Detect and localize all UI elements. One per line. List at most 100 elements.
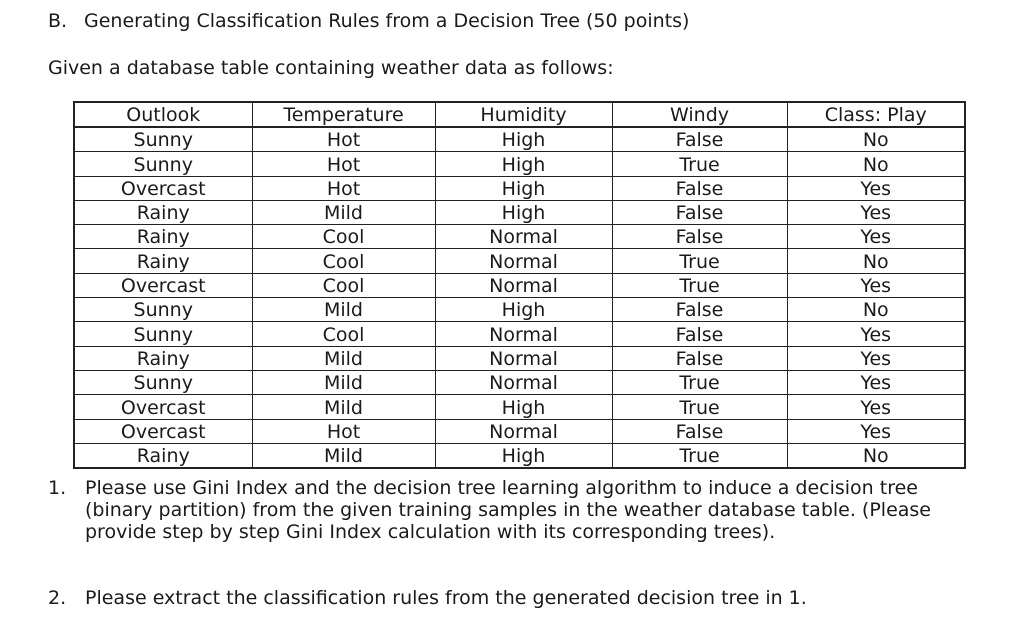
- table-header-row: Outlook Temperature Humidity Windy Class…: [73, 101, 966, 128]
- cell-humidity: High: [434, 126, 613, 153]
- cell-humidity: High: [434, 394, 613, 420]
- table-row: Rainy Mild High True No: [73, 442, 966, 469]
- cell-humidity: High: [434, 297, 613, 323]
- section-number: B.: [48, 10, 68, 32]
- table-row: Sunny Hot High True No: [73, 151, 966, 177]
- cell-humidity: Normal: [434, 418, 613, 444]
- cell-outlook: Rainy: [73, 224, 253, 250]
- cell-class-play: Yes: [786, 224, 966, 250]
- cell-windy: True: [611, 272, 788, 299]
- cell-class-play: No: [786, 151, 966, 177]
- cell-class-play: No: [786, 126, 966, 153]
- cell-outlook: Sunny: [73, 151, 253, 177]
- cell-class-play: Yes: [786, 418, 966, 444]
- cell-outlook: Rainy: [73, 345, 253, 371]
- intro-text: Given a database table containing weathe…: [48, 57, 614, 79]
- cell-class-play: Yes: [786, 175, 966, 201]
- cell-class-play: No: [786, 248, 966, 274]
- table-row: Overcast Hot High False Yes: [73, 175, 966, 201]
- cell-windy: False: [611, 345, 788, 371]
- cell-temperature: Mild: [251, 345, 436, 371]
- cell-temperature: Mild: [251, 199, 436, 226]
- table-row: Rainy Cool Normal True No: [73, 248, 966, 274]
- cell-outlook: Overcast: [73, 175, 253, 201]
- table-row: Overcast Mild High True Yes: [73, 394, 966, 420]
- cell-windy: False: [611, 321, 788, 347]
- column-header-humidity: Humidity: [434, 101, 613, 128]
- cell-windy: True: [611, 442, 788, 469]
- table-row: Sunny Cool Normal False Yes: [73, 321, 966, 347]
- cell-humidity: High: [434, 199, 613, 226]
- cell-outlook: Sunny: [73, 126, 253, 153]
- cell-temperature: Mild: [251, 297, 436, 323]
- cell-outlook: Rainy: [73, 199, 253, 226]
- cell-humidity: Normal: [434, 369, 613, 396]
- cell-outlook: Sunny: [73, 297, 253, 323]
- weather-table: Outlook Temperature Humidity Windy Class…: [73, 101, 966, 470]
- cell-windy: False: [611, 126, 788, 153]
- cell-temperature: Mild: [251, 442, 436, 469]
- cell-windy: False: [611, 175, 788, 201]
- column-header-windy: Windy: [611, 101, 788, 128]
- cell-windy: True: [611, 369, 788, 396]
- table-row: Rainy Mild Normal False Yes: [73, 345, 966, 371]
- cell-class-play: No: [786, 297, 966, 323]
- table-row: Sunny Mild Normal True Yes: [73, 369, 966, 396]
- table-row: Overcast Cool Normal True Yes: [73, 272, 966, 299]
- cell-temperature: Hot: [251, 151, 436, 177]
- cell-class-play: Yes: [786, 272, 966, 299]
- cell-windy: True: [611, 394, 788, 420]
- table-row: Rainy Mild High False Yes: [73, 199, 966, 226]
- question-2-number: 2.: [48, 587, 67, 609]
- cell-class-play: Yes: [786, 345, 966, 371]
- cell-windy: False: [611, 224, 788, 250]
- cell-humidity: High: [434, 151, 613, 177]
- cell-humidity: Normal: [434, 224, 613, 250]
- cell-humidity: Normal: [434, 272, 613, 299]
- column-header-temperature: Temperature: [251, 101, 436, 128]
- cell-outlook: Sunny: [73, 369, 253, 396]
- cell-outlook: Overcast: [73, 418, 253, 444]
- cell-windy: False: [611, 418, 788, 444]
- cell-temperature: Cool: [251, 321, 436, 347]
- table-body: Sunny Hot High False No Sunny Hot High True No Ove…: [73, 126, 966, 469]
- section-heading: B. Generating Classification Rules from a…: [48, 10, 689, 32]
- cell-windy: True: [611, 151, 788, 177]
- table-row: Sunny Mild High False No: [73, 297, 966, 323]
- cell-temperature: Hot: [251, 175, 436, 201]
- cell-class-play: Yes: [786, 394, 966, 420]
- question-1-text: Please use Gini Index and the decision t…: [85, 477, 932, 543]
- cell-temperature: Mild: [251, 394, 436, 420]
- cell-temperature: Hot: [251, 126, 436, 153]
- cell-windy: False: [611, 297, 788, 323]
- cell-outlook: Sunny: [73, 321, 253, 347]
- question-1-number: 1.: [48, 477, 67, 499]
- cell-windy: False: [611, 199, 788, 226]
- cell-class-play: No: [786, 442, 966, 469]
- cell-class-play: Yes: [786, 199, 966, 226]
- cell-class-play: Yes: [786, 369, 966, 396]
- column-header-class-play: Class: Play: [786, 101, 966, 128]
- cell-windy: True: [611, 248, 788, 274]
- table-row: Sunny Hot High False No: [73, 126, 966, 153]
- cell-outlook: Rainy: [73, 248, 253, 274]
- cell-outlook: Rainy: [73, 442, 253, 469]
- cell-temperature: Cool: [251, 272, 436, 299]
- cell-class-play: Yes: [786, 321, 966, 347]
- cell-outlook: Overcast: [73, 394, 253, 420]
- table-row: Rainy Cool Normal False Yes: [73, 224, 966, 250]
- cell-temperature: Hot: [251, 418, 436, 444]
- section-title: Generating Classification Rules from a D…: [84, 10, 690, 32]
- cell-humidity: Normal: [434, 248, 613, 274]
- cell-humidity: Normal: [434, 321, 613, 347]
- question-2-text: Please extract the classification rules …: [85, 587, 807, 609]
- cell-outlook: Overcast: [73, 272, 253, 299]
- column-header-outlook: Outlook: [73, 101, 253, 128]
- cell-temperature: Cool: [251, 224, 436, 250]
- cell-humidity: High: [434, 175, 613, 201]
- cell-humidity: High: [434, 442, 613, 469]
- cell-humidity: Normal: [434, 345, 613, 371]
- table-row: Overcast Hot Normal False Yes: [73, 418, 966, 444]
- cell-temperature: Mild: [251, 369, 436, 396]
- cell-temperature: Cool: [251, 248, 436, 274]
